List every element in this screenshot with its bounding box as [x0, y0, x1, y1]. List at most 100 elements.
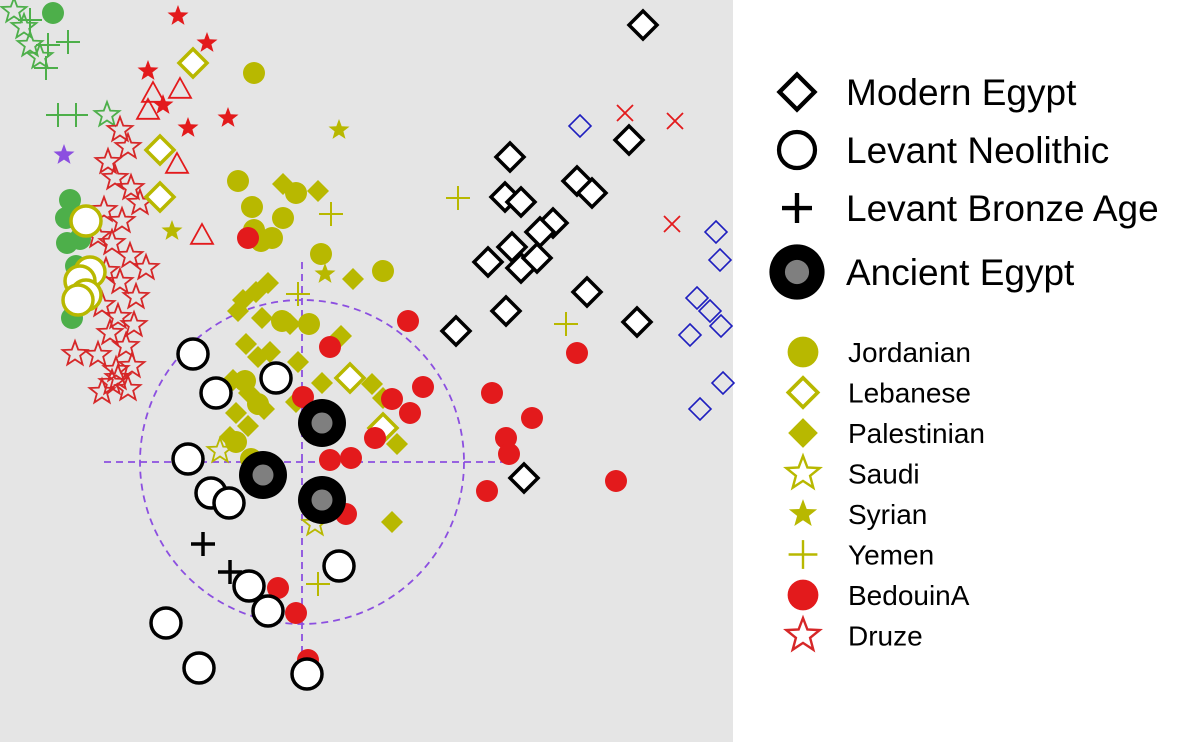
jordanian-point	[298, 313, 320, 335]
levant-neolithic-point	[290, 657, 324, 691]
levant-neolithic-point	[212, 486, 246, 520]
legend-label-saudi: Saudi	[848, 459, 920, 490]
series-olive-open-circles	[61, 204, 107, 317]
legend-label-ancient-egypt: Ancient Egypt	[846, 252, 1075, 293]
bedouina-point	[566, 342, 588, 364]
lebanese-point	[176, 46, 210, 80]
palestinian-point	[272, 173, 294, 195]
palestinian-point	[386, 433, 408, 455]
blue-diamonds-point	[567, 113, 593, 139]
modern-egypt-point	[507, 461, 541, 495]
green-star-point	[92, 99, 122, 128]
lebanese-point	[143, 133, 177, 167]
legend-marker-levant-neolithic	[776, 129, 818, 171]
olive-open-circles-point	[61, 283, 95, 317]
green-cross-point	[64, 103, 88, 127]
levant-neolithic-point	[199, 376, 233, 410]
bedouina-point	[399, 402, 421, 424]
yemen-point	[446, 186, 470, 210]
druze-point	[93, 146, 123, 175]
bedouina-point	[267, 577, 289, 599]
legend-marker-yemen	[788, 540, 818, 569]
bedouina-point	[476, 480, 498, 502]
bedouina-point	[237, 227, 259, 249]
legend-label-levant-neolithic: Levant Neolithic	[846, 130, 1109, 171]
series-levant-bronze-age	[191, 532, 242, 584]
series-blue-diamonds	[567, 113, 736, 422]
lebanese-point	[143, 180, 177, 214]
ancient-egypt-point	[298, 399, 346, 447]
series-bedouina	[237, 227, 627, 671]
bedouina-point	[319, 336, 341, 358]
blue-diamonds-point	[710, 370, 736, 396]
palestinian-point	[279, 313, 301, 335]
palestinian-point	[227, 300, 249, 322]
blue-diamonds-point	[677, 322, 703, 348]
red-x-point	[616, 104, 634, 122]
modern-egypt-point	[493, 140, 527, 174]
legend-label-levant-bronze-age: Levant Bronze Age	[846, 188, 1159, 229]
jordanian-point	[310, 243, 332, 265]
series-druze-triangle	[135, 76, 215, 245]
lebanese-point	[333, 361, 367, 395]
blue-diamonds-point	[708, 313, 734, 339]
blue-diamonds-point	[684, 285, 710, 311]
druze-point	[95, 317, 125, 346]
palestinian-point	[237, 415, 259, 437]
palestinian-point	[307, 180, 329, 202]
saudi-point	[205, 435, 235, 464]
legend-marker-druze	[783, 614, 823, 653]
purple-star-point	[53, 144, 75, 164]
legend-label-druze: Druze	[848, 621, 923, 652]
druze-triangle-point	[167, 76, 193, 99]
blue-diamonds-point	[707, 247, 733, 273]
levant-neolithic-point	[251, 594, 285, 628]
palestinian-point	[311, 372, 333, 394]
modern-egypt-point	[520, 241, 554, 275]
modern-egypt-point	[626, 8, 660, 42]
legend-marker-syrian	[788, 499, 818, 526]
blue-diamonds-point	[697, 298, 723, 324]
legend-marker-levant-bronze-age	[782, 193, 812, 223]
legend-marker-bedouina	[787, 579, 819, 611]
modern-egypt-point	[612, 123, 646, 157]
jordanian-point	[227, 170, 249, 192]
palestinian-point	[342, 268, 364, 290]
yemen-point	[306, 572, 330, 596]
bedouina-point	[481, 382, 503, 404]
bedouina-point	[381, 388, 403, 410]
druze-point	[83, 339, 113, 368]
green-star-point	[25, 41, 55, 70]
legend-label-jordanian: Jordanian	[848, 337, 971, 368]
bedouina-point	[340, 447, 362, 469]
series-levant-neolithic	[149, 337, 356, 691]
series-syrian	[161, 119, 350, 283]
palestinian-point	[361, 373, 383, 395]
modern-egypt-point	[570, 275, 604, 309]
jordanian-point	[243, 62, 265, 84]
modern-egypt-point	[489, 294, 523, 328]
series-purple-star	[53, 144, 75, 164]
druze-point	[103, 301, 133, 330]
druze-point	[117, 350, 147, 379]
legend-marker-saudi	[783, 452, 823, 491]
levant-bronze-age-point	[218, 560, 242, 584]
bedouina-point	[412, 376, 434, 398]
olive-open-circles-point	[69, 204, 103, 238]
druze-point	[97, 227, 127, 256]
series-palestinian	[219, 173, 408, 533]
syrian-point	[161, 220, 183, 240]
druze-point	[89, 194, 119, 223]
levant-neolithic-point	[322, 549, 356, 583]
green-cluster-point	[56, 232, 78, 254]
legend-label-palestinian: Palestinian	[848, 418, 985, 449]
palestinian-point	[238, 382, 260, 404]
jordanian-point	[372, 260, 394, 282]
palestinian-point	[235, 333, 257, 355]
palestinian-point	[219, 426, 241, 448]
jordanian-point	[272, 207, 294, 229]
druze-filled-point	[167, 5, 189, 25]
bedouina-point	[285, 602, 307, 624]
